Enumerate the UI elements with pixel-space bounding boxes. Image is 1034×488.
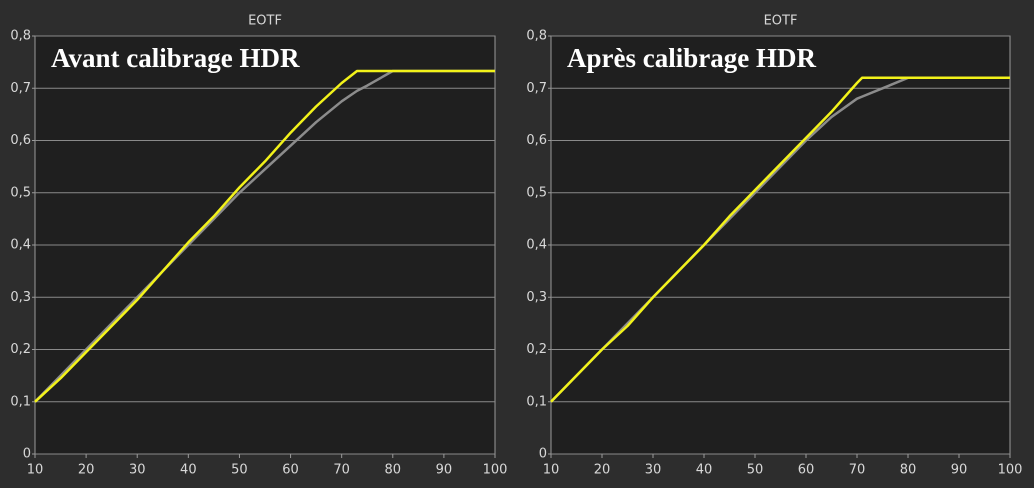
x-tick-label: 20 — [594, 463, 611, 478]
y-tick-label: 0,5 — [526, 185, 547, 200]
y-tick-label: 0 — [23, 447, 31, 462]
x-tick-label: 30 — [129, 463, 146, 478]
y-tick-label: 0 — [539, 447, 547, 462]
x-tick-label: 80 — [385, 463, 402, 478]
y-tick-label: 0,8 — [10, 29, 31, 44]
y-tick-label: 0,1 — [10, 394, 31, 409]
y-tick-label: 0,7 — [10, 81, 31, 96]
x-tick-label: 70 — [849, 463, 866, 478]
x-tick-label: 100 — [483, 463, 508, 478]
chart-title: EOTF — [248, 14, 282, 29]
x-tick-label: 70 — [333, 463, 350, 478]
x-tick-label: 50 — [747, 463, 764, 478]
y-tick-label: 0,6 — [10, 133, 31, 148]
x-tick-label: 100 — [998, 463, 1023, 478]
y-tick-label: 0,5 — [10, 185, 31, 200]
y-tick-label: 0,8 — [526, 29, 547, 44]
y-tick-label: 0,3 — [10, 290, 31, 305]
y-tick-label: 0,7 — [526, 81, 547, 96]
x-tick-label: 10 — [27, 463, 44, 478]
x-tick-label: 20 — [78, 463, 95, 478]
x-tick-label: 10 — [543, 463, 560, 478]
x-tick-label: 40 — [696, 463, 713, 478]
x-tick-label: 60 — [798, 463, 815, 478]
y-tick-label: 0,2 — [10, 342, 31, 357]
x-tick-label: 30 — [645, 463, 662, 478]
y-tick-label: 0,3 — [526, 290, 547, 305]
x-tick-label: 40 — [180, 463, 197, 478]
y-tick-label: 0,1 — [526, 394, 547, 409]
y-tick-label: 0,4 — [10, 238, 31, 253]
annotation: Avant calibrage HDR — [51, 43, 300, 73]
x-tick-label: 60 — [282, 463, 299, 478]
chart-title: EOTF — [764, 14, 798, 29]
x-tick-label: 90 — [951, 463, 968, 478]
series-line — [550, 76, 1010, 403]
annotation: Après calibrage HDR — [567, 43, 816, 73]
x-tick-label: 90 — [436, 463, 453, 478]
series-line — [34, 69, 495, 403]
y-tick-label: 0,6 — [526, 133, 547, 148]
x-tick-label: 50 — [231, 463, 248, 478]
x-tick-label: 80 — [900, 463, 917, 478]
y-tick-label: 0,2 — [526, 342, 547, 357]
y-tick-label: 0,4 — [526, 238, 547, 253]
